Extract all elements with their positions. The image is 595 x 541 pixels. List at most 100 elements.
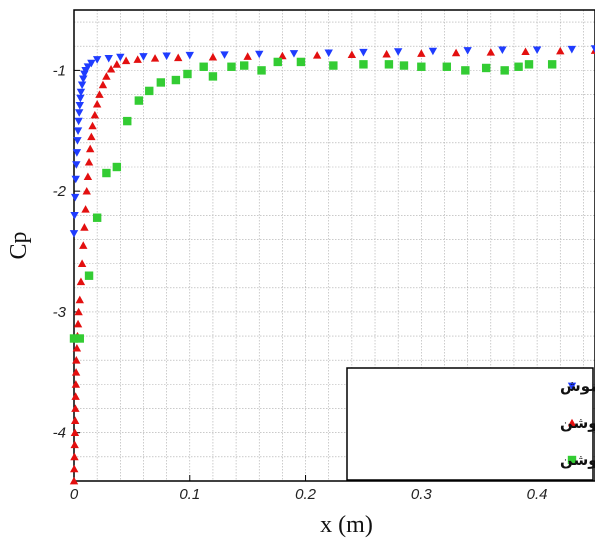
legend-label: حل عددی- عملگر روشن <box>560 414 595 432</box>
data-point <box>289 50 299 58</box>
data-point <box>80 223 89 231</box>
y-axis-ticks: -1 -2 -3 -4 <box>53 62 80 442</box>
series-0 <box>69 45 595 238</box>
data-point <box>162 52 171 61</box>
data-point <box>524 60 534 69</box>
data-point <box>359 48 368 57</box>
data-point <box>324 49 333 58</box>
data-point <box>133 55 142 63</box>
data-point <box>498 46 507 55</box>
data-point <box>312 51 322 59</box>
data-point <box>384 60 394 69</box>
data-point <box>70 440 79 449</box>
data-point <box>243 52 252 60</box>
y-tick-label: -3 <box>53 304 67 321</box>
data-point <box>102 168 111 178</box>
data-point <box>69 230 79 238</box>
data-point <box>81 205 90 213</box>
data-point <box>171 75 181 85</box>
data-point <box>112 162 122 172</box>
data-point <box>442 62 452 71</box>
data-point <box>82 186 91 195</box>
data-point <box>208 72 218 81</box>
data-point <box>500 66 509 75</box>
data-point <box>70 452 79 461</box>
data-point <box>76 88 86 97</box>
data-point <box>451 48 461 57</box>
y-tick-label: -4 <box>53 425 66 442</box>
x-axis-label: x (m) <box>320 512 373 538</box>
data-point <box>220 51 229 59</box>
legend-marker <box>567 418 577 427</box>
data-point <box>70 416 80 424</box>
data-point <box>76 277 86 286</box>
data-point <box>77 81 87 90</box>
data-point <box>463 47 472 55</box>
data-point <box>359 60 368 69</box>
data-point <box>116 53 125 62</box>
data-point <box>399 61 409 70</box>
data-point <box>481 63 491 73</box>
data-point <box>69 476 79 485</box>
data-point <box>112 60 122 68</box>
x-tick-label: 0 <box>70 486 79 503</box>
legend-marker <box>567 455 577 465</box>
data-point <box>95 90 104 98</box>
data-point <box>74 117 83 126</box>
y-axis-label: Cp <box>6 231 32 259</box>
data-point <box>70 464 79 473</box>
data-point <box>139 53 148 61</box>
data-point <box>83 172 93 181</box>
series-markers <box>69 45 595 485</box>
data-point <box>199 62 208 71</box>
x-tick-label: 0.3 <box>411 486 433 503</box>
data-point <box>71 175 80 184</box>
data-point <box>77 259 87 267</box>
data-point <box>347 50 357 59</box>
legend-label: حل عددی- عملگر خاموش <box>560 377 595 395</box>
data-point <box>296 57 306 67</box>
data-point <box>382 49 391 58</box>
data-point <box>73 319 83 328</box>
series-1 <box>69 46 595 485</box>
data-point <box>83 63 93 71</box>
data-point <box>92 56 102 64</box>
data-point <box>70 193 80 202</box>
data-point <box>121 56 131 65</box>
data-point <box>514 62 523 71</box>
data-point <box>257 66 266 75</box>
data-point <box>75 109 84 117</box>
data-point <box>70 211 79 220</box>
data-point <box>79 75 88 84</box>
legend-label: نتایج تجربی- عملگر روشن <box>560 451 595 469</box>
data-point <box>86 144 95 153</box>
data-point <box>150 54 160 62</box>
data-point <box>145 86 154 96</box>
series-2 <box>69 57 557 343</box>
data-point <box>75 295 84 304</box>
data-point <box>227 62 236 71</box>
data-point <box>329 61 338 70</box>
data-point <box>71 392 80 400</box>
data-point <box>84 271 94 280</box>
plot-area-frame <box>73 9 595 482</box>
data-point <box>556 46 565 55</box>
y-tick-label: -1 <box>53 62 66 79</box>
data-point <box>84 157 94 166</box>
data-point <box>486 48 495 56</box>
grid-lines <box>73 10 595 482</box>
data-point <box>134 96 144 105</box>
data-point <box>567 45 577 54</box>
data-point <box>72 149 82 157</box>
data-point <box>71 368 81 376</box>
data-point <box>76 94 85 103</box>
data-point <box>106 64 116 73</box>
x-tick-label: 0.4 <box>527 486 548 503</box>
data-point <box>74 307 83 316</box>
data-point <box>208 52 218 61</box>
data-point <box>547 60 557 69</box>
data-point <box>88 121 97 130</box>
data-point <box>75 334 84 343</box>
data-point <box>273 57 282 67</box>
